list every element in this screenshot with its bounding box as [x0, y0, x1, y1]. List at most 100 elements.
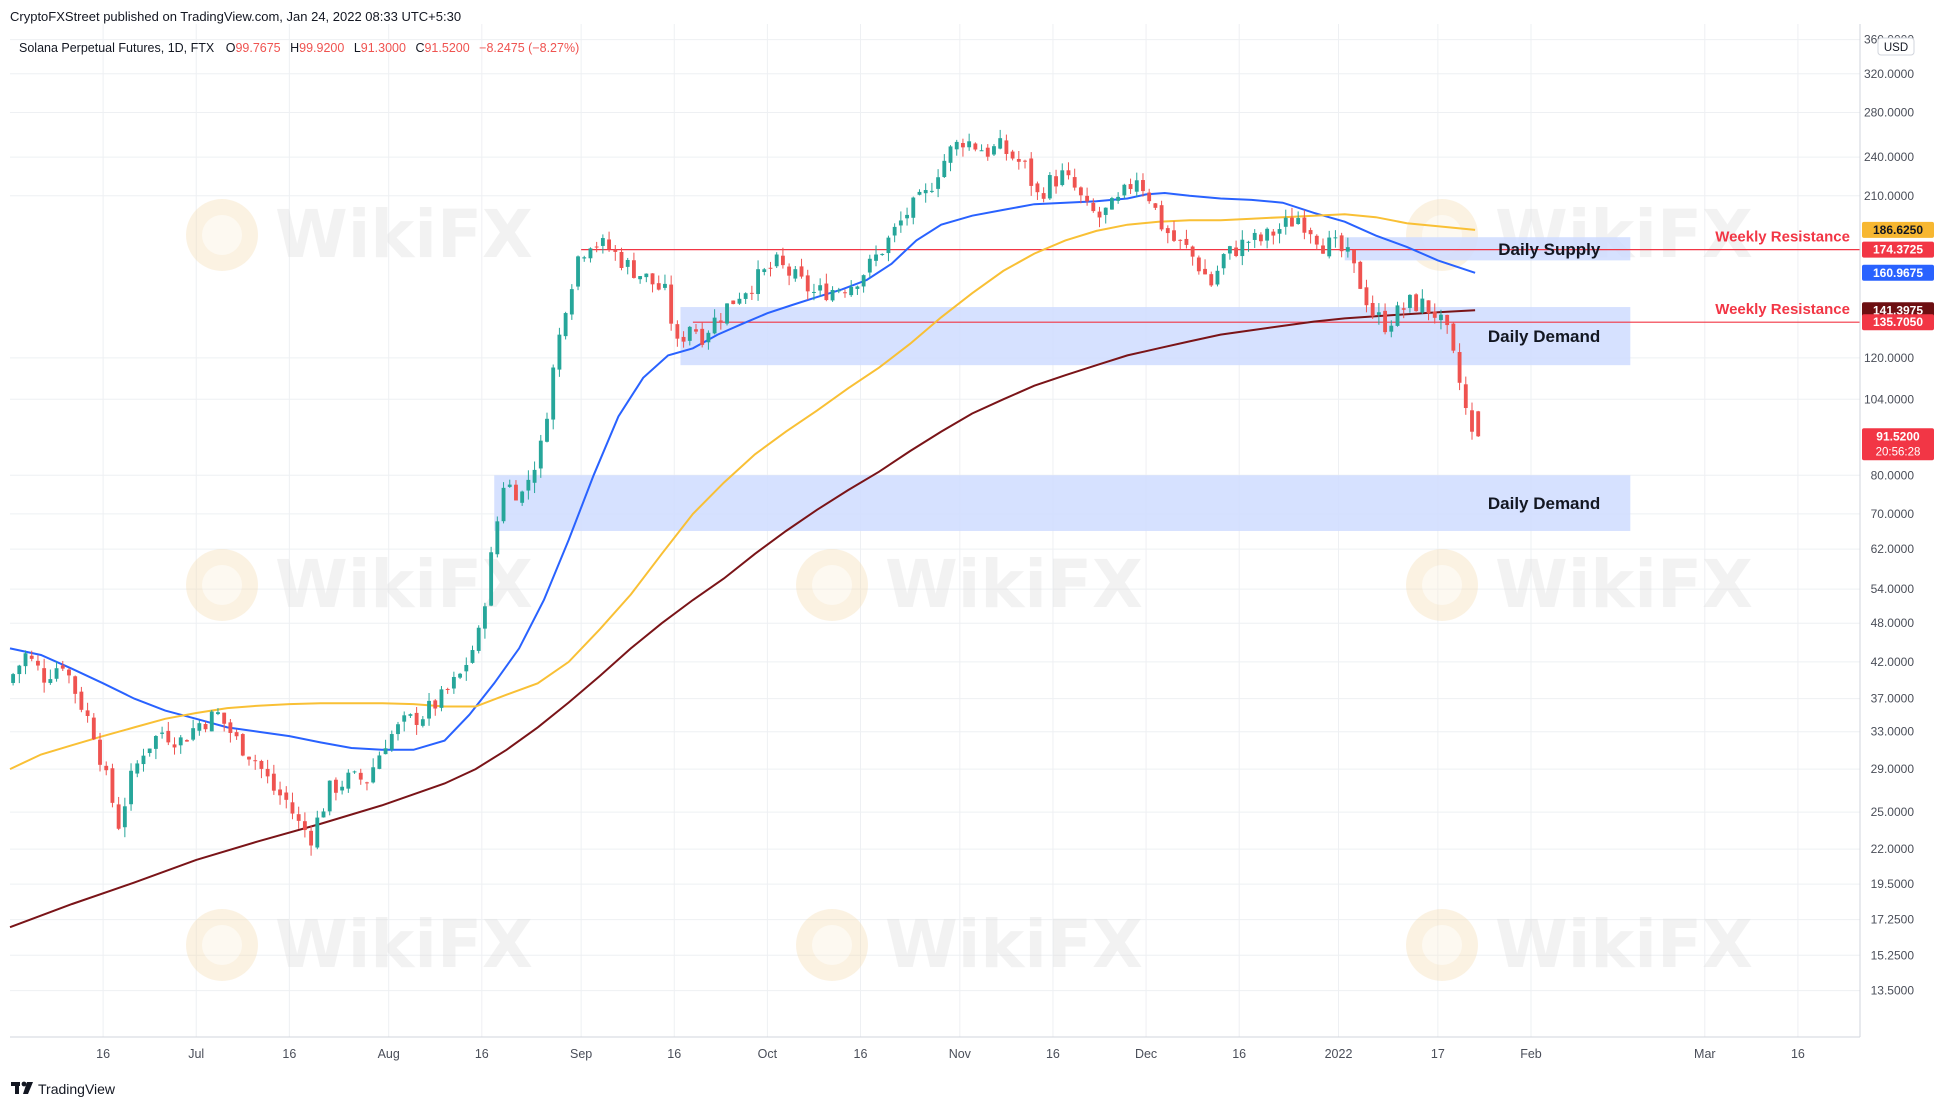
- price-tick-label: 42.0000: [1871, 655, 1915, 669]
- wikifx-watermark: WikiFX: [1406, 906, 1753, 983]
- candle-body: [675, 324, 680, 339]
- time-axis[interactable]: 16 Jul 16 Aug 16 Sep 16 Oct 16 Nov 16 Dec 16 2022 17 Fe…: [96, 1047, 1805, 1061]
- candle-body: [830, 289, 835, 301]
- close-label: C: [415, 41, 424, 55]
- candle-body: [1159, 205, 1164, 230]
- candle-body: [818, 285, 823, 291]
- candle-body: [1147, 192, 1152, 202]
- candle-body: [85, 710, 90, 717]
- candle-body: [1016, 159, 1021, 162]
- candle-body: [998, 138, 1003, 149]
- candle-body: [1041, 193, 1046, 199]
- candle-body: [892, 226, 897, 236]
- wikifx-logo-icon: [1406, 549, 1478, 621]
- wikifx-logo-inner: [202, 925, 242, 965]
- candle-body: [104, 765, 109, 771]
- candle-body: [501, 487, 506, 522]
- candle-body: [1308, 230, 1313, 235]
- candle-body: [1265, 228, 1270, 241]
- currency-badge[interactable]: [1877, 37, 1915, 56]
- candle-body: [358, 772, 363, 780]
- candle-body: [333, 779, 338, 793]
- candle-body: [936, 177, 941, 189]
- price-tick-label: 22.0000: [1871, 842, 1915, 856]
- candle-body: [197, 723, 202, 731]
- time-tick-label: Feb: [1520, 1047, 1542, 1061]
- zone-label: Daily Supply: [1498, 240, 1601, 259]
- candle-body: [327, 780, 332, 812]
- price-tick-label: 15.2500: [1871, 948, 1915, 962]
- candle-body: [1240, 239, 1245, 257]
- candle-body: [731, 300, 736, 305]
- candle-body: [54, 668, 59, 679]
- candle-body: [1029, 158, 1034, 186]
- candle-body: [1407, 294, 1412, 309]
- zone-labels: Daily Supply Daily Demand Daily Demand: [1488, 240, 1601, 513]
- candle-body: [967, 141, 972, 148]
- price-label-text: 141.3975: [1873, 303, 1923, 317]
- time-tick-label: 16: [282, 1047, 296, 1061]
- resistance-label: Weekly Resistance: [1715, 229, 1850, 246]
- candle-body: [1314, 235, 1319, 245]
- price-tick-label: 120.0000: [1864, 351, 1914, 365]
- candle-body: [526, 479, 531, 491]
- candle-body: [638, 276, 643, 280]
- candle-body: [880, 253, 885, 255]
- candle-body: [551, 367, 556, 420]
- price-tick-label: 25.0000: [1871, 805, 1915, 819]
- candle-body: [594, 246, 599, 248]
- candle-body: [687, 326, 692, 341]
- candle-body: [445, 688, 450, 690]
- candle-body: [923, 190, 928, 194]
- candle-body: [1333, 237, 1338, 239]
- candle-body: [135, 763, 140, 774]
- price-tick-label: 33.0000: [1871, 725, 1915, 739]
- time-tick-label: Nov: [949, 1047, 972, 1061]
- candle-body: [867, 258, 872, 273]
- candle-body: [1234, 247, 1239, 257]
- moving-average-line: [9, 191, 1476, 751]
- candle-body: [1401, 308, 1406, 310]
- candle-body: [1178, 239, 1183, 241]
- candle-body: [240, 734, 245, 756]
- candle-body: [1190, 246, 1195, 257]
- candle-body: [1134, 180, 1139, 192]
- candle-body: [1066, 170, 1071, 176]
- moving-averages: [9, 191, 1476, 929]
- candle-body: [625, 259, 630, 267]
- open-label: O: [226, 41, 236, 55]
- candle-body: [582, 257, 587, 259]
- candle-body: [1376, 312, 1381, 315]
- candle-body: [619, 251, 624, 268]
- zone-rect: [494, 475, 1631, 531]
- candle-body: [377, 755, 382, 769]
- candle-body: [812, 291, 816, 293]
- published-line: CryptoFXStreet published on TradingView.…: [10, 9, 461, 24]
- candle-body: [929, 190, 934, 192]
- candle-body: [209, 711, 214, 732]
- candle-body: [1054, 176, 1058, 187]
- candle-body: [1358, 261, 1363, 289]
- wikifx-watermark: WikiFX: [186, 196, 533, 273]
- candle-body: [1389, 325, 1394, 332]
- price-axis[interactable]: 13.5000 15.2500 17.2500 19.5000 22.0000 25.00…: [1864, 33, 1914, 998]
- candle-body: [79, 691, 84, 710]
- moving-average-line: [9, 213, 1476, 771]
- wikifx-watermark-text: WikiFX: [885, 906, 1143, 983]
- candle-body: [365, 782, 369, 784]
- wikifx-logo-inner: [1422, 565, 1462, 605]
- candle-body: [153, 736, 158, 749]
- tradingview-logo[interactable]: TradingView: [11, 1081, 116, 1097]
- candle-body: [780, 255, 785, 266]
- candle-body: [706, 332, 711, 343]
- time-tick-label: 16: [475, 1047, 489, 1061]
- candle-body: [954, 141, 959, 150]
- candle-body: [315, 817, 320, 848]
- candle-body: [203, 724, 208, 730]
- price-tick-label: 70.0000: [1871, 507, 1915, 521]
- candle-body: [650, 273, 655, 285]
- candle-body: [1321, 245, 1325, 254]
- candle-body: [464, 664, 469, 672]
- wikifx-watermark: WikiFX: [186, 546, 533, 623]
